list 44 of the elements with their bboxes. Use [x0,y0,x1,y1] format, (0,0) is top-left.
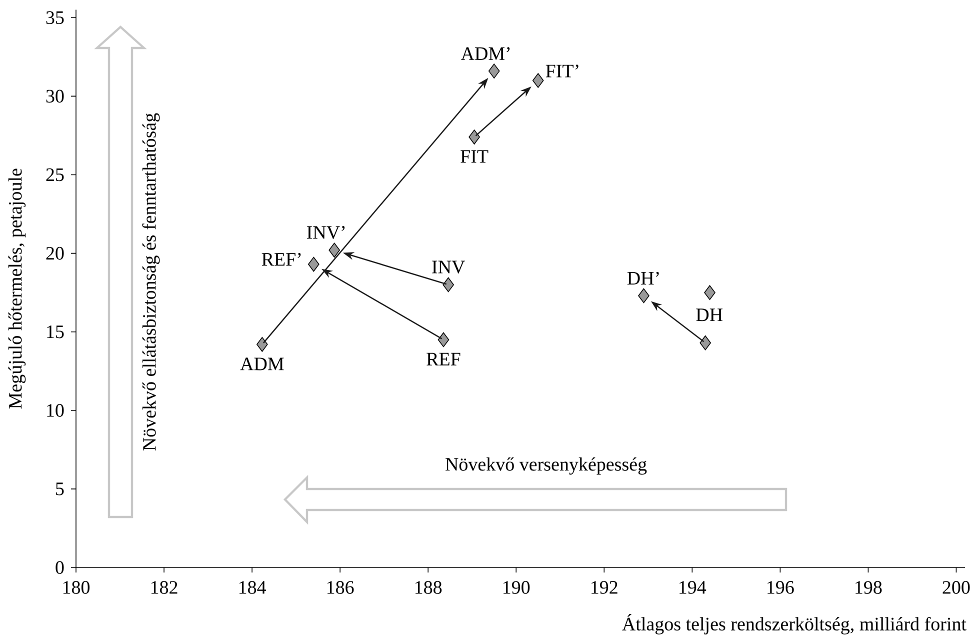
annotation: FIT’ [546,64,578,78]
annotation: DH’ [627,272,659,285]
point [700,335,711,350]
point [532,73,544,88]
y-tick-label: 10 [47,404,64,417]
y-axis-title: Megújuló hőtermelés, petajoule [8,168,26,409]
annotation: FIT [460,150,488,163]
annotation: Növekvő ellátásbiztonság és fenntarthatóság [142,113,160,451]
point [638,288,650,304]
x-tick-label: 192 [592,581,618,594]
y-tick-label: 25 [46,168,64,182]
x-tick-label: 200 [942,581,970,594]
x-tick-label: 196 [768,581,794,594]
point [468,130,480,144]
point [438,332,450,348]
x-tick-label: 182 [151,581,178,594]
annotation: DH [696,308,723,322]
annotation: INV [432,260,466,274]
x-tick-label: 194 [680,581,706,594]
annotation: INV’ [306,226,345,239]
y-tick-label: 15 [47,325,64,338]
x-axis-title: Átlagos teljes rendszerköltség, milliárd forint [622,614,966,634]
point [442,277,454,292]
point [328,242,340,258]
x-tick-label: 190 [504,581,530,594]
annotation: REF’ [262,252,301,266]
point [488,64,500,78]
y-tick-label: 30 [46,90,64,103]
y-tick-label: 20 [46,246,64,260]
x-tick-label: 186 [327,581,354,594]
annotation: ADM [240,358,284,370]
x-tick-label: 188 [416,581,442,594]
annotation: Növekvő versenyképesség [446,457,647,475]
x-tick-label: 198 [856,581,882,594]
point [704,285,716,300]
x-tick-label: 184 [239,581,266,594]
y-tick-label: 35 [46,11,64,24]
y-tick-label: 0 [56,561,64,574]
y-tick-label: 5 [56,482,64,496]
annotation: REF [426,352,460,366]
point [256,337,268,352]
annotation: ADM’ [460,47,510,60]
x-tick-label: 180 [63,581,90,594]
point [308,256,320,272]
